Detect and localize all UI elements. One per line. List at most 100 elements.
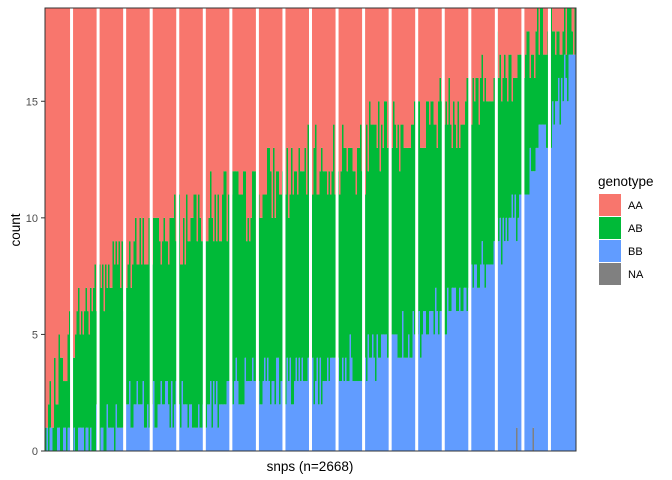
bar-segment-ab (73, 357, 76, 428)
bar-segment-aa (169, 8, 172, 218)
bar-segment-aa (295, 8, 298, 172)
bar-segment-ab (385, 101, 388, 335)
bar-segment-ab (354, 171, 356, 382)
bar-segment-aa (244, 8, 247, 172)
bar-segment-bb (429, 311, 431, 451)
bar-segment-bb (112, 427, 115, 451)
bar-segment-aa (120, 8, 122, 288)
bar-segment-bb (163, 404, 166, 451)
bar-segment-aa (534, 8, 536, 78)
bar-segment-ab (61, 357, 64, 451)
bar-segment-aa (423, 8, 425, 148)
bar-segment-bb (433, 334, 436, 451)
bar-segment-aa (381, 8, 383, 125)
bar-segment-ab (228, 194, 230, 382)
bar-segment-ab (430, 101, 433, 312)
bar-segment-ab (426, 101, 428, 335)
bar-segment-bb (168, 404, 170, 451)
bar-segment-aa (118, 8, 121, 242)
bar-segment-ab (112, 241, 115, 428)
bar-segment-aa (513, 8, 515, 78)
bar-segment-ab (378, 101, 380, 358)
bar-segment-aa (154, 8, 157, 218)
bar-segment-aa (391, 8, 394, 148)
bar-segment-aa (342, 8, 344, 125)
bar-segment-ab (114, 264, 116, 451)
bar-segment-bb (354, 381, 356, 451)
bar-segment-aa (235, 8, 238, 172)
chromosome-separator (362, 8, 366, 451)
bar-segment-ab (474, 101, 476, 265)
bar-segment-aa (315, 8, 317, 125)
chromosome-separator (255, 8, 259, 451)
bar-segment-aa (168, 8, 170, 265)
bar-segment-aa (280, 8, 283, 195)
bar-segment-bb (418, 311, 421, 451)
bar-segment-ab (358, 147, 361, 382)
bar-segment-bb (106, 404, 109, 451)
bar-segment-bb (154, 427, 157, 451)
bar-segment-ab (304, 147, 307, 382)
bar-segment-bb (187, 427, 190, 451)
bar-segment-aa (369, 8, 371, 102)
bar-segment-bb (85, 427, 88, 451)
bar-segment-bb (460, 311, 463, 451)
bar-segment-bb (357, 381, 359, 451)
bar-segment-aa (528, 8, 530, 32)
bar-segment-bb (213, 381, 215, 451)
bar-segment-aa (294, 8, 296, 172)
bar-segment-bb (291, 404, 293, 451)
bar-segment-ab (352, 171, 355, 382)
bar-segment-aa (126, 8, 128, 288)
bar-segment-aa (153, 8, 155, 218)
bar-segment-aa (480, 8, 482, 78)
bar-segment-aa (69, 8, 71, 312)
bar-segment-aa (145, 8, 148, 265)
bar-segment-ab (225, 171, 227, 405)
bar-segment-ab (351, 147, 353, 358)
bar-segment-ab (196, 241, 199, 428)
bar-segment-ab (207, 241, 209, 405)
bar-segment-bb (183, 404, 185, 451)
bar-segment-aa (193, 8, 196, 195)
bar-segment-aa (57, 8, 59, 405)
bar-segment-bb (501, 264, 503, 451)
bar-segment-ab (510, 54, 512, 218)
bar-segment-bb (385, 334, 388, 451)
chromosome-separator (468, 8, 472, 451)
bar-segment-ab (450, 124, 452, 312)
bar-segment-ab (402, 124, 404, 312)
bar-segment-bb (489, 264, 491, 451)
bar-segment-ab (219, 241, 221, 405)
bar-segment-bb (399, 357, 401, 451)
chromosome-separator (335, 8, 339, 451)
bar-segment-bb (267, 357, 269, 451)
bar-segment-aa (109, 8, 112, 288)
bar-segment-bb (306, 381, 308, 451)
bar-segment-aa (477, 8, 479, 78)
bar-segment-bb (240, 404, 242, 451)
bar-segment-bb (241, 404, 244, 451)
bar-segment-aa (277, 8, 280, 172)
bar-segment-aa (139, 8, 142, 218)
bar-segment-aa (183, 8, 185, 218)
bar-segment-bb (532, 171, 535, 428)
bar-segment-bb (265, 381, 268, 451)
bar-segment-bb (216, 381, 218, 451)
plot-panel (44, 7, 577, 452)
bar-segment-ab (88, 334, 91, 451)
bar-segment-ab (379, 171, 382, 358)
bar-segment-aa (279, 8, 281, 195)
bar-segment-ab (556, 31, 559, 102)
bar-segment-ab (421, 147, 424, 335)
bar-segment-bb (333, 357, 335, 451)
legend-items: AA AB BB NA (599, 194, 644, 285)
bar-segment-aa (81, 8, 83, 312)
bar-segment-bb (244, 357, 247, 451)
bar-segment-ab (574, 8, 577, 55)
bar-segment-ab (550, 8, 553, 148)
bar-segment-ab (301, 171, 304, 358)
bar-segment-ab (238, 194, 241, 405)
bar-segment-ab (439, 77, 442, 312)
bar-segment-aa (138, 8, 140, 265)
